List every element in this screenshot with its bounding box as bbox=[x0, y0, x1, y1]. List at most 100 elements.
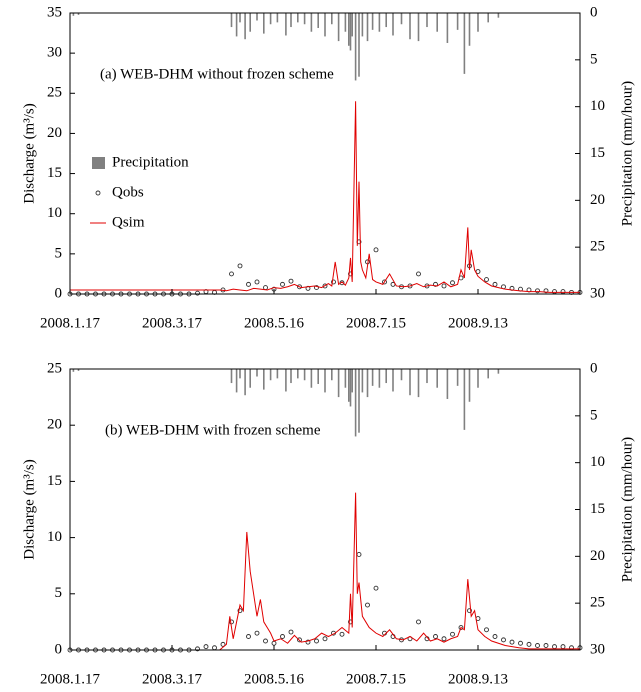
precip-bar bbox=[426, 369, 428, 384]
y2-axis-label: Precipitation (mm/hour) bbox=[619, 81, 635, 226]
obs-point bbox=[450, 631, 455, 637]
precip-bar bbox=[239, 369, 241, 379]
obs-point bbox=[314, 638, 319, 644]
precip-bar bbox=[235, 13, 238, 37]
x-tick-label: 2008.9.13 bbox=[448, 315, 508, 331]
y2-tick-label: 10 bbox=[590, 98, 605, 114]
precip-bar bbox=[354, 13, 357, 81]
precip-bar bbox=[371, 369, 374, 386]
obs-point bbox=[416, 271, 421, 277]
precip-bar bbox=[463, 369, 466, 430]
precip-bar bbox=[417, 13, 420, 42]
precip-bar bbox=[317, 13, 319, 28]
y-tick-label: 0 bbox=[55, 285, 63, 301]
precip-bar bbox=[77, 13, 80, 15]
obs-point bbox=[509, 639, 515, 645]
precip-bar bbox=[468, 13, 471, 46]
obs-point bbox=[246, 634, 251, 639]
precip-bar bbox=[239, 13, 241, 23]
y-tick-label: 0 bbox=[55, 641, 63, 657]
obs-point bbox=[552, 289, 557, 295]
precip-bar bbox=[303, 369, 306, 381]
precip-bar bbox=[297, 369, 299, 379]
y-tick-label: 5 bbox=[55, 245, 63, 261]
precip-bar bbox=[256, 369, 258, 377]
precip-bar bbox=[263, 13, 265, 34]
y-tick-label: 10 bbox=[47, 205, 62, 221]
precip-bar bbox=[331, 13, 333, 25]
precip-bar bbox=[351, 13, 353, 37]
obs-point bbox=[416, 619, 421, 625]
obs-point bbox=[212, 645, 217, 651]
x-tick-label: 2008.5.16 bbox=[244, 315, 305, 331]
precip-bar bbox=[324, 369, 326, 393]
precip-bar bbox=[371, 13, 374, 30]
precip-bar bbox=[446, 13, 449, 43]
precip-bar bbox=[235, 369, 238, 393]
x-tick-label: 2008.3.17 bbox=[142, 671, 203, 687]
obs-point bbox=[501, 637, 506, 643]
precip-bar bbox=[303, 13, 306, 25]
legend-swatch bbox=[95, 190, 101, 196]
precip-bar bbox=[310, 369, 313, 388]
obs-point bbox=[229, 271, 234, 277]
legend-swatch bbox=[92, 157, 105, 169]
precip-bar bbox=[417, 369, 420, 398]
precip-bar bbox=[456, 13, 459, 30]
obs-point bbox=[254, 279, 260, 285]
obs-point bbox=[526, 641, 532, 647]
precip-bar bbox=[366, 369, 369, 398]
x-tick-label: 2008.1.17 bbox=[40, 315, 101, 331]
obs-point bbox=[280, 634, 285, 639]
y2-tick-label: 5 bbox=[590, 407, 598, 423]
precip-bar bbox=[337, 369, 340, 398]
precip-bar bbox=[310, 13, 313, 32]
obs-point bbox=[263, 638, 268, 644]
obs-point bbox=[560, 289, 566, 295]
sim-line bbox=[70, 492, 580, 651]
obs-point bbox=[195, 290, 200, 296]
obs-point bbox=[271, 640, 277, 646]
precip-bar bbox=[72, 369, 75, 372]
y-tick-label: 20 bbox=[47, 417, 62, 433]
precip-bar bbox=[269, 369, 272, 381]
y2-tick-label: 0 bbox=[590, 4, 598, 20]
precip-bar bbox=[463, 13, 466, 74]
precip-bar bbox=[354, 369, 357, 437]
y2-tick-label: 0 bbox=[590, 360, 598, 376]
obs-point bbox=[450, 280, 455, 286]
precip-bar bbox=[378, 13, 381, 32]
obs-point bbox=[254, 630, 260, 636]
precip-bar bbox=[297, 13, 299, 23]
precip-bar bbox=[348, 13, 350, 46]
precip-bar bbox=[497, 13, 500, 18]
x-tick-label: 2008.3.17 bbox=[142, 315, 203, 331]
obs-point bbox=[518, 640, 523, 646]
y2-axis-label: Precipitation (mm/hour) bbox=[619, 437, 635, 582]
precip-bar bbox=[337, 13, 340, 42]
precip-bar bbox=[72, 13, 75, 16]
obs-point bbox=[220, 641, 226, 647]
precip-bar bbox=[256, 13, 258, 21]
obs-point bbox=[263, 285, 268, 291]
y2-tick-label: 30 bbox=[590, 641, 605, 657]
y2-tick-label: 15 bbox=[590, 145, 605, 161]
y2-tick-label: 25 bbox=[590, 239, 605, 255]
y2-tick-label: 20 bbox=[590, 192, 605, 208]
obs-point bbox=[484, 277, 489, 282]
precip-bar bbox=[348, 369, 350, 402]
precip-bar bbox=[344, 13, 347, 32]
y-tick-label: 10 bbox=[47, 529, 62, 545]
precip-bar bbox=[392, 13, 394, 36]
x-tick-label: 2008.7.15 bbox=[346, 315, 406, 331]
y-axis-label: Discharge (m³/s) bbox=[21, 459, 37, 559]
obs-point bbox=[560, 644, 566, 650]
precip-bar bbox=[361, 13, 364, 37]
annotation: (b) WEB-DHM with frozen scheme bbox=[105, 422, 321, 438]
x-tick-label: 2008.5.16 bbox=[244, 671, 305, 687]
precip-bar bbox=[351, 369, 353, 393]
precip-bar bbox=[285, 13, 287, 36]
precip-bar bbox=[249, 369, 251, 388]
precip-bar bbox=[361, 369, 364, 393]
